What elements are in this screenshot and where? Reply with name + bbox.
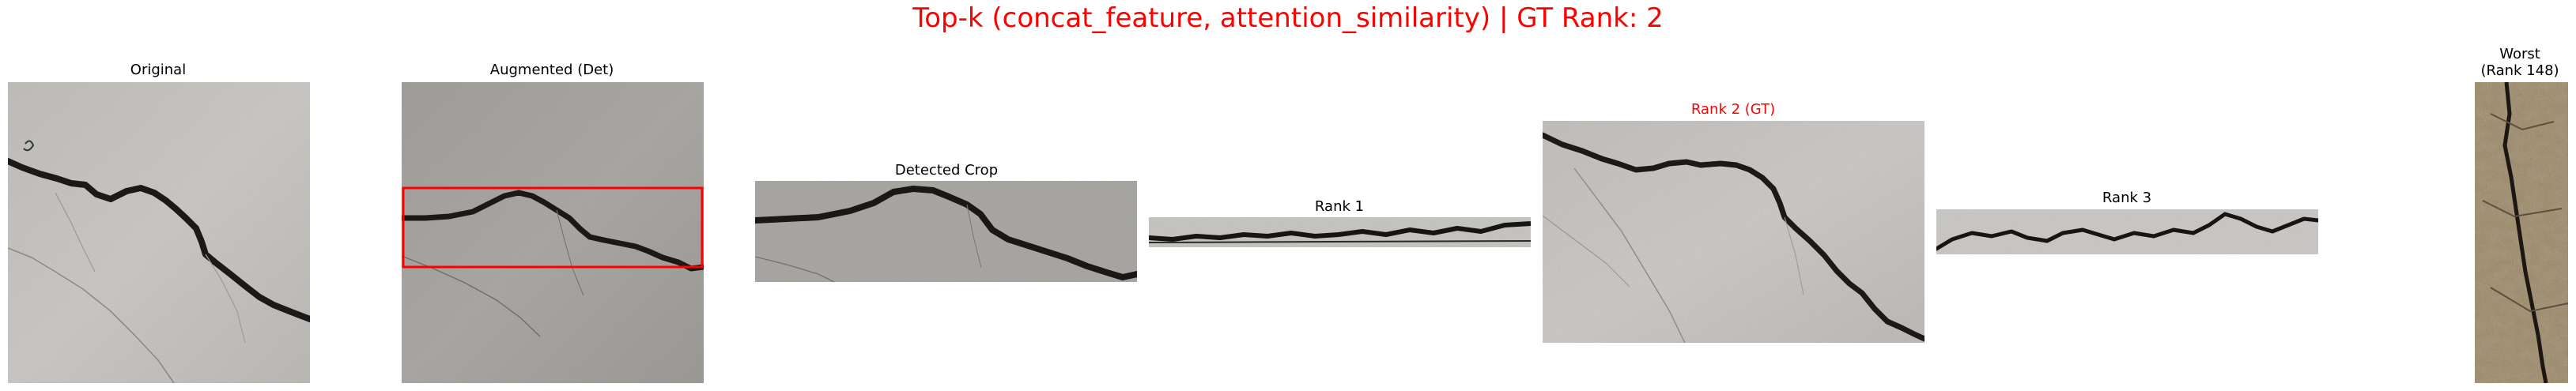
augmented-title: Augmented (Det) [489,62,614,78]
rank3-title: Rank 3 [2102,190,2152,206]
worst-title-line2: (Rank 148) [2480,62,2559,79]
rank3-image [1936,209,2318,254]
original-image [8,82,310,383]
worst-image [2475,82,2568,383]
augmented-image [402,82,704,383]
detection-box [402,186,704,269]
rank1-title: Rank 1 [1314,198,1365,215]
detected-crop-title: Detected Crop [894,162,999,179]
original-title: Original [130,62,187,78]
figure-title: Top-k (concat_feature, attention_similar… [912,2,1664,34]
worst-title-line1: Worst [2499,46,2540,62]
detected-crop-image [755,181,1137,282]
rank2-title: Rank 2 (GT) [1690,101,1776,118]
rank2-image [1543,121,1924,343]
rank1-image [1149,217,1531,247]
